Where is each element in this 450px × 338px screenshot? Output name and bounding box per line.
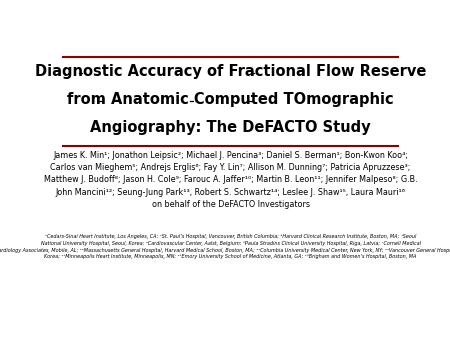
Text: Angiography: The DeFACTO Study: Angiography: The DeFACTO Study	[90, 120, 371, 135]
Text: ¹Cedars-Sinai Heart Institute, Los Angeles, CA; ²St. Paul’s Hospital, Vancouver,: ¹Cedars-Sinai Heart Institute, Los Angel…	[0, 235, 450, 259]
Text: from Anatomic Computed TOmographic: from Anatomic Computed TOmographic	[68, 92, 394, 107]
Text: James K. Min¹; Jonathon Leipsic²; Michael J. Pencina³; Daniel S. Berman¹; Bon-Kw: James K. Min¹; Jonathon Leipsic²; Michae…	[44, 151, 418, 209]
Text: Diagnostic Accuracy of Fractional Flow Reserve: Diagnostic Accuracy of Fractional Flow R…	[35, 64, 426, 79]
